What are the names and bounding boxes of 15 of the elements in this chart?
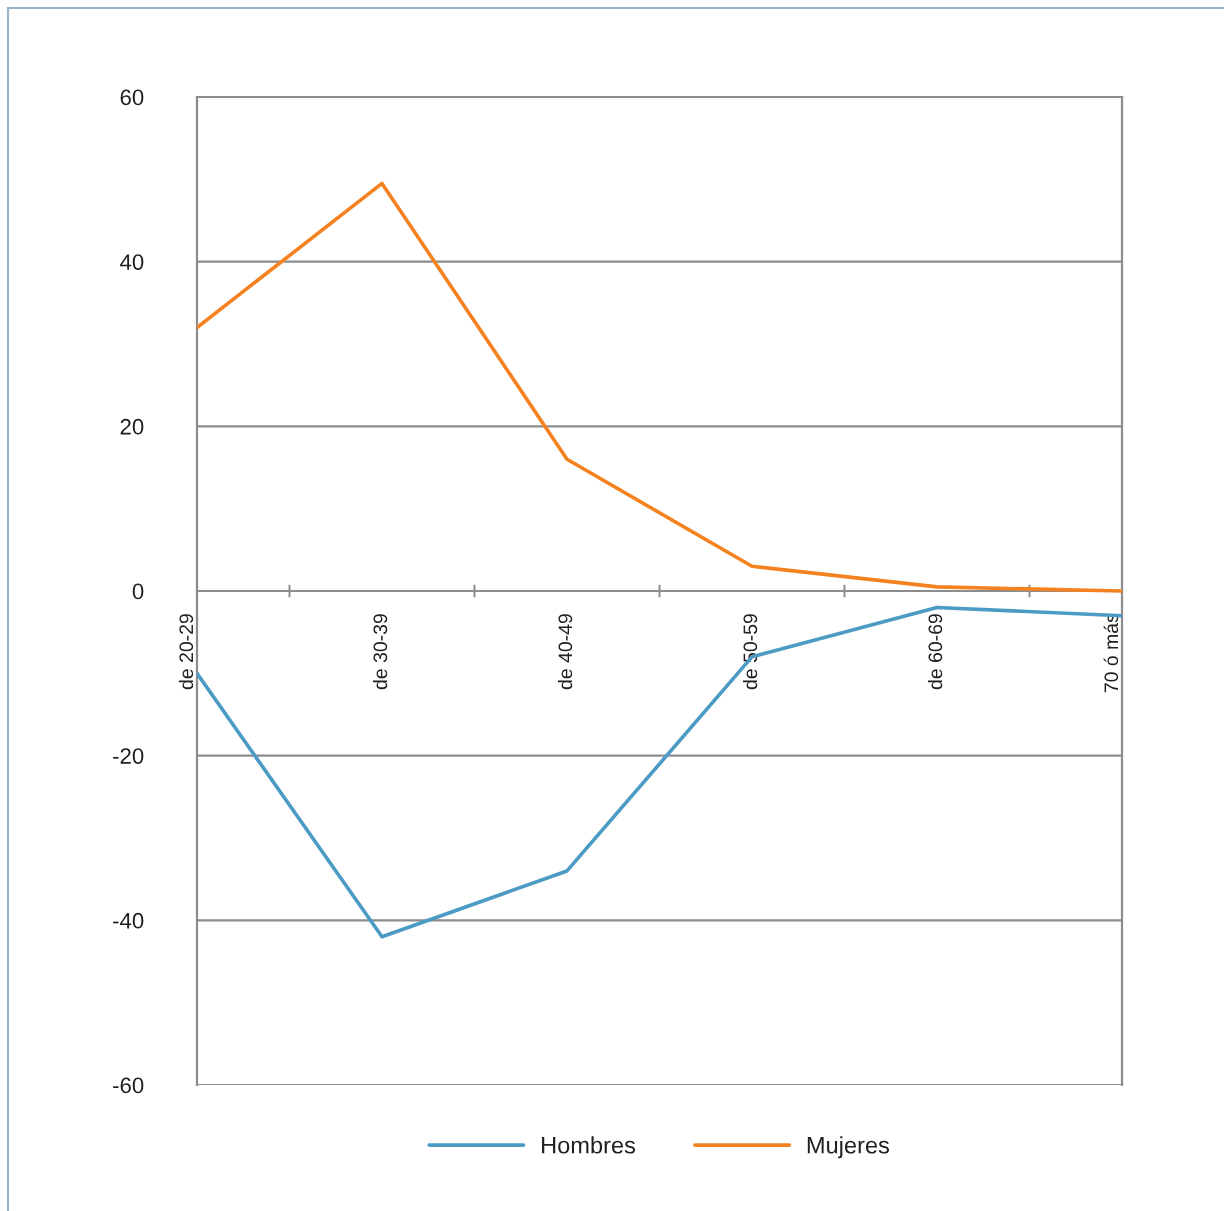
- y-tick-label: 0: [132, 583, 144, 600]
- x-tick-label: de 40-49: [557, 614, 573, 690]
- x-tick-label: de 20-29: [178, 614, 194, 690]
- x-tick-label: de 30-39: [372, 614, 388, 690]
- y-tick-label: -40: [113, 912, 144, 929]
- line-series: [197, 181, 1122, 593]
- y-tick-label: -60: [113, 1077, 144, 1094]
- x-tick-label: de 60-69: [927, 614, 943, 690]
- line-series: [197, 605, 1122, 939]
- y-tick-label: -20: [113, 748, 144, 764]
- y-tick-label: 20: [120, 418, 144, 435]
- legend-label: Hombres: [542, 1136, 636, 1154]
- legend-label: Mujeres: [807, 1136, 890, 1159]
- y-tick-label: 40: [120, 254, 144, 270]
- y-tick-label: 60: [120, 89, 144, 106]
